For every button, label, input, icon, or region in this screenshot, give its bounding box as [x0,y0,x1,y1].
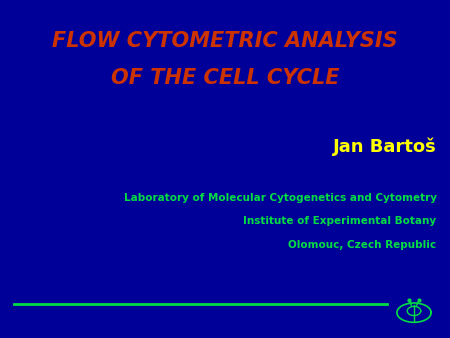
Text: Laboratory of Molecular Cytogenetics and Cytometry: Laboratory of Molecular Cytogenetics and… [123,193,436,203]
Text: OF THE CELL CYCLE: OF THE CELL CYCLE [111,68,339,88]
Text: Jan Bartoš: Jan Bartoš [333,138,436,156]
Text: Institute of Experimental Botany: Institute of Experimental Botany [243,216,436,226]
Text: FLOW CYTOMETRIC ANALYSIS: FLOW CYTOMETRIC ANALYSIS [52,30,398,51]
Text: Olomouc, Czech Republic: Olomouc, Czech Republic [288,240,436,250]
